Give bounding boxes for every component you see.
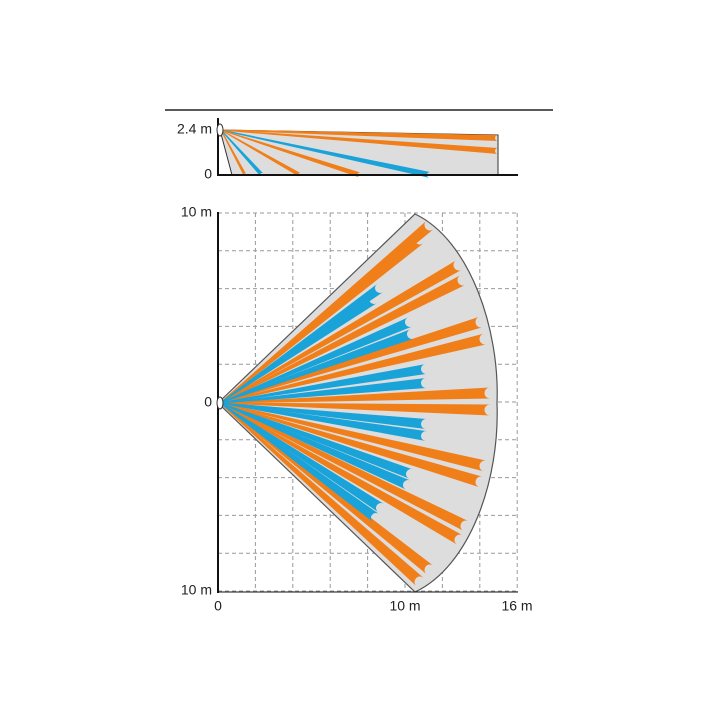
beam [220,129,499,154]
beam [219,387,491,404]
beam [219,316,483,404]
beams [219,220,491,587]
beam [219,378,427,404]
beam [219,275,466,404]
top-x-label: 0 [214,598,222,614]
top-x-label: 10 m [389,598,420,614]
beam [219,402,434,575]
beam [219,329,414,404]
beam [220,129,247,176]
side-y-label: 0 [204,166,212,182]
beam [219,402,469,531]
side-y-label: 2.4 m [177,121,212,137]
beam [220,129,499,141]
beam [220,129,431,178]
beam [219,260,462,404]
beam [219,402,384,513]
beam [220,129,361,178]
beam [219,402,424,587]
detection-zone [217,213,498,593]
top-x-label: 16 m [501,598,532,614]
sensor [216,396,224,410]
side-view [219,129,499,178]
beam [219,402,487,472]
beam [219,294,377,404]
beam [220,129,301,177]
top-view [217,212,518,593]
beam [219,402,410,490]
beam [219,402,427,429]
beam [219,333,487,404]
beam [219,402,491,416]
beam [219,364,427,404]
beam [219,402,413,479]
beam [219,283,383,404]
beam [219,402,483,488]
sensor [216,123,224,137]
beam [219,317,412,404]
beam [219,402,463,545]
beam [219,402,427,441]
beam [220,129,264,177]
top-y-label: 10 m [181,204,212,220]
beam [219,234,424,404]
top-y-label: 0 [204,394,212,410]
top-y-label: 10 m [181,582,212,598]
beam [219,402,379,523]
